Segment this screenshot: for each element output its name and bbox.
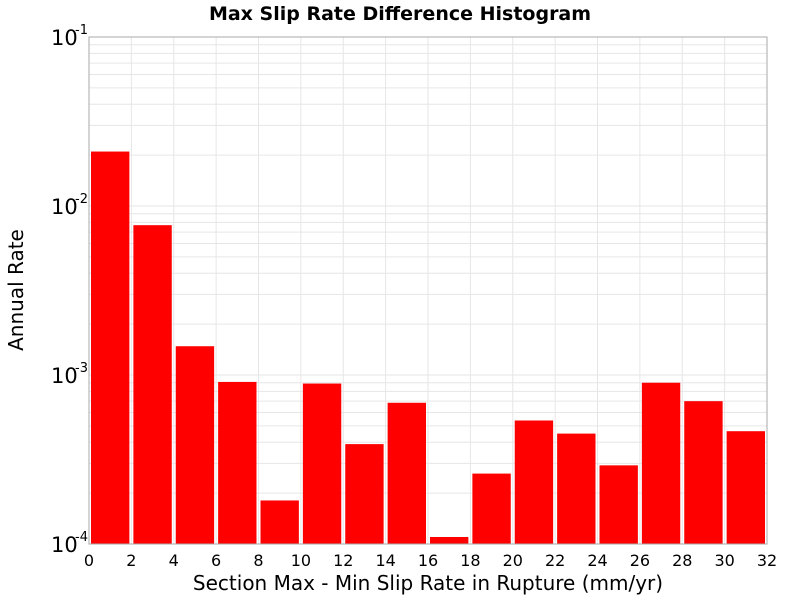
x-tick-label: 22 — [545, 551, 565, 570]
chart-title: Max Slip Rate Difference Histogram — [209, 3, 591, 25]
histogram-bar-5 — [302, 383, 342, 544]
y-tick-exponent: -3 — [75, 361, 88, 376]
histogram-bar-0 — [91, 151, 130, 545]
histogram-bar-3 — [218, 381, 257, 544]
x-tick-label: 16 — [418, 551, 438, 570]
x-tick-label: 28 — [672, 551, 692, 570]
histogram-bar-6 — [345, 444, 384, 544]
x-tick-label: 14 — [375, 551, 395, 570]
y-tick-label: 10 — [51, 533, 78, 557]
x-tick-label: 6 — [211, 551, 221, 570]
x-tick-label: 24 — [587, 551, 607, 570]
x-tick-label: 2 — [126, 551, 136, 570]
histogram-bar-10 — [514, 420, 554, 544]
x-axis-ticks: 0 2 4 6 8 10 12 14 16 18 20 22 24 26 28 30 32 — [84, 551, 777, 570]
x-tick-label: 10 — [291, 551, 311, 570]
x-tick-label: 18 — [460, 551, 480, 570]
y-tick-label: 10 — [51, 26, 78, 50]
y-tick-exponent: -2 — [75, 192, 88, 207]
x-tick-label: 30 — [714, 551, 734, 570]
y-tick-exponent: -4 — [75, 530, 88, 545]
histogram-bar-4 — [260, 500, 299, 544]
histogram-bar-1 — [133, 225, 172, 544]
y-axis-ticks: 10-110-210-310-4 — [51, 23, 88, 557]
histogram-bar-13 — [641, 382, 681, 544]
bars — [91, 151, 765, 545]
histogram-bar-7 — [387, 402, 426, 544]
histogram-bar-11 — [557, 433, 596, 544]
histogram-bar-8 — [430, 537, 469, 544]
x-tick-label: 20 — [503, 551, 523, 570]
x-tick-label: 32 — [757, 551, 777, 570]
histogram-bar-2 — [175, 346, 215, 544]
y-tick-label: 10 — [51, 364, 78, 388]
x-axis-label: Section Max - Min Slip Rate in Rupture (… — [193, 571, 663, 595]
plot-frame — [88, 36, 768, 545]
histogram-bar-9 — [472, 473, 511, 544]
x-tick-label: 0 — [84, 551, 94, 570]
y-axis-label: Annual Rate — [4, 229, 28, 351]
histogram-bar-12 — [599, 465, 638, 544]
histogram-bar-15 — [726, 431, 765, 544]
x-tick-label: 26 — [630, 551, 650, 570]
x-tick-label: 8 — [253, 551, 263, 570]
x-tick-label: 4 — [169, 551, 179, 570]
histogram-bar-14 — [684, 401, 723, 544]
y-tick-label: 10 — [51, 195, 78, 219]
y-tick-exponent: -1 — [75, 23, 88, 38]
x-tick-label: 12 — [333, 551, 353, 570]
